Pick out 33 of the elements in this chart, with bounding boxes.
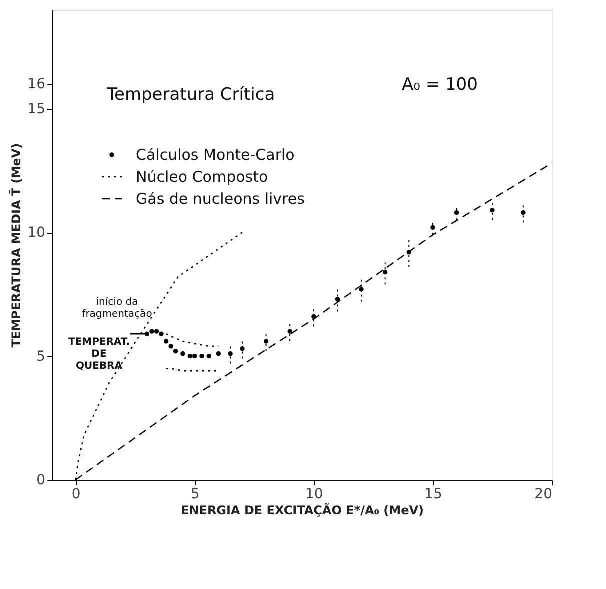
point <box>154 329 160 334</box>
point <box>159 332 164 336</box>
y-tick-label: 16 <box>28 76 46 93</box>
line-series <box>166 333 220 348</box>
point <box>173 349 178 354</box>
x-axis-title: ENERGIA DE EXCITAÇÃO E*/A₀ (MeV) <box>180 502 424 518</box>
point <box>188 354 192 359</box>
x-tick-label: 5 <box>190 486 200 502</box>
annotation: início da fragmentação <box>82 297 152 320</box>
legend-label: Cálculos Monte-Carlo <box>136 146 295 164</box>
y-axis-title: TEMPERATURA MEDIA T̄ (MeV) <box>8 143 24 348</box>
y-tick-label: 10 <box>28 225 46 242</box>
annotation: A₀ = 100 <box>402 75 478 95</box>
x-tick-label: 20 <box>534 486 552 502</box>
point <box>216 352 222 356</box>
point <box>454 210 460 216</box>
y-tick-label: 5 <box>36 348 46 365</box>
legend-label: Gás de nucleons livres <box>136 190 306 208</box>
y-tick-label: 0 <box>36 472 46 488</box>
x-tick-label: 10 <box>305 486 324 502</box>
point <box>200 354 204 359</box>
point <box>164 339 169 344</box>
point <box>192 354 198 359</box>
text: Temperatura Crítica <box>106 85 276 105</box>
y-tick-label: 15 <box>28 101 46 118</box>
point <box>180 352 186 356</box>
annotation: TEMPERAT. DE QUEBRA <box>68 337 130 372</box>
point <box>168 344 174 349</box>
x-tick-label: 15 <box>424 486 442 502</box>
x-tick-label: 0 <box>72 486 81 502</box>
point <box>150 329 154 334</box>
point <box>206 354 212 359</box>
legend-label: Núcleo Composto <box>136 168 268 186</box>
